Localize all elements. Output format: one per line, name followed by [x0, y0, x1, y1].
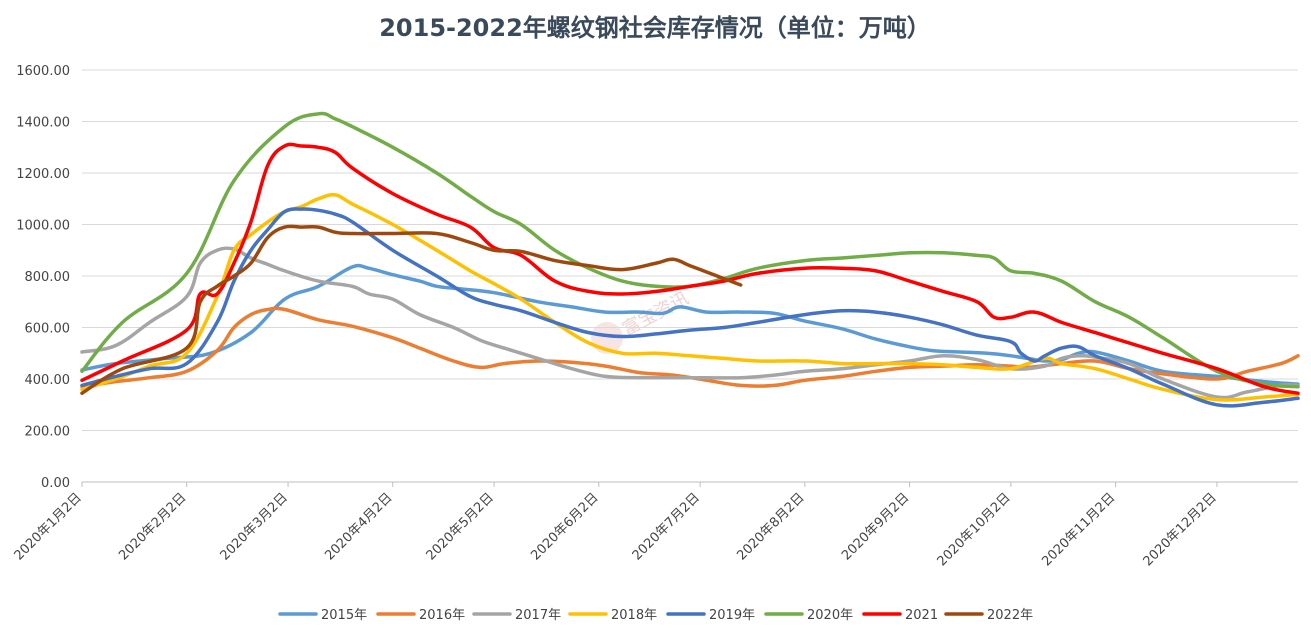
x-tick-label: 2020年12月2日 [1141, 490, 1220, 569]
legend-label: 2022年 [987, 608, 1033, 623]
x-tick-label: 2020年3月2日 [218, 490, 291, 563]
legend-label: 2020年 [807, 608, 853, 623]
series-line-6 [80, 111, 1300, 389]
x-tick-label: 2020年8月2日 [734, 490, 807, 563]
x-axis: 2020年1月2日 2020年2月2日 2020年3月2日 2020年4月2日 2020… [12, 482, 1220, 569]
legend-label: 2018年 [611, 608, 657, 623]
series-line-3 [80, 246, 1300, 400]
legend-label: 2019年 [709, 608, 755, 623]
y-tick-label: 1600.00 [16, 64, 70, 79]
x-tick-label: 2020年2月2日 [116, 490, 189, 563]
y-tick-label: 200.00 [25, 425, 71, 440]
legend: 2015年 2016年 2017年 2018年 2019年 2020年 2021 2022年 [278, 608, 1033, 623]
grid-lines [82, 69, 1298, 483]
y-tick-label: 1000.00 [16, 219, 70, 234]
y-tick-label: 0.00 [41, 476, 70, 491]
series-line-8 [80, 224, 743, 395]
y-tick-label: 400.00 [25, 373, 71, 388]
series-line-5 [80, 207, 1300, 408]
y-axis: 0.00 200.00 400.00 600.00 800.00 1000.00 1200.… [16, 64, 70, 491]
chart-title: 2015-2022年螺纹钢社会库存情况（单位：万吨） [379, 14, 931, 42]
series-line-4 [80, 192, 1300, 402]
y-tick-label: 1400.00 [16, 116, 70, 131]
x-tick-label: 2020年10月2日 [935, 490, 1014, 569]
y-tick-label: 600.00 [25, 322, 71, 337]
x-tick-label: 2020年1月2日 [12, 490, 85, 563]
series-line-7 [80, 142, 1300, 395]
y-tick-label: 1200.00 [16, 167, 70, 182]
x-tick-label: 2020年6月2日 [528, 490, 601, 563]
x-tick-label: 2020年5月2日 [424, 490, 497, 563]
y-tick-label: 800.00 [25, 270, 71, 285]
legend-label: 2016年 [419, 608, 465, 623]
series-line-2 [80, 306, 1300, 389]
series-layer [80, 111, 1300, 408]
x-tick-label: 2020年9月2日 [839, 490, 912, 563]
x-tick-label: 2020年11月2日 [1039, 490, 1118, 569]
legend-label: 2017年 [515, 608, 561, 623]
legend-label: 2015年 [321, 608, 367, 623]
x-tick-label: 2020年7月2日 [630, 490, 703, 563]
legend-label: 2021 [905, 608, 938, 623]
x-tick-label: 2020年4月2日 [322, 490, 395, 563]
